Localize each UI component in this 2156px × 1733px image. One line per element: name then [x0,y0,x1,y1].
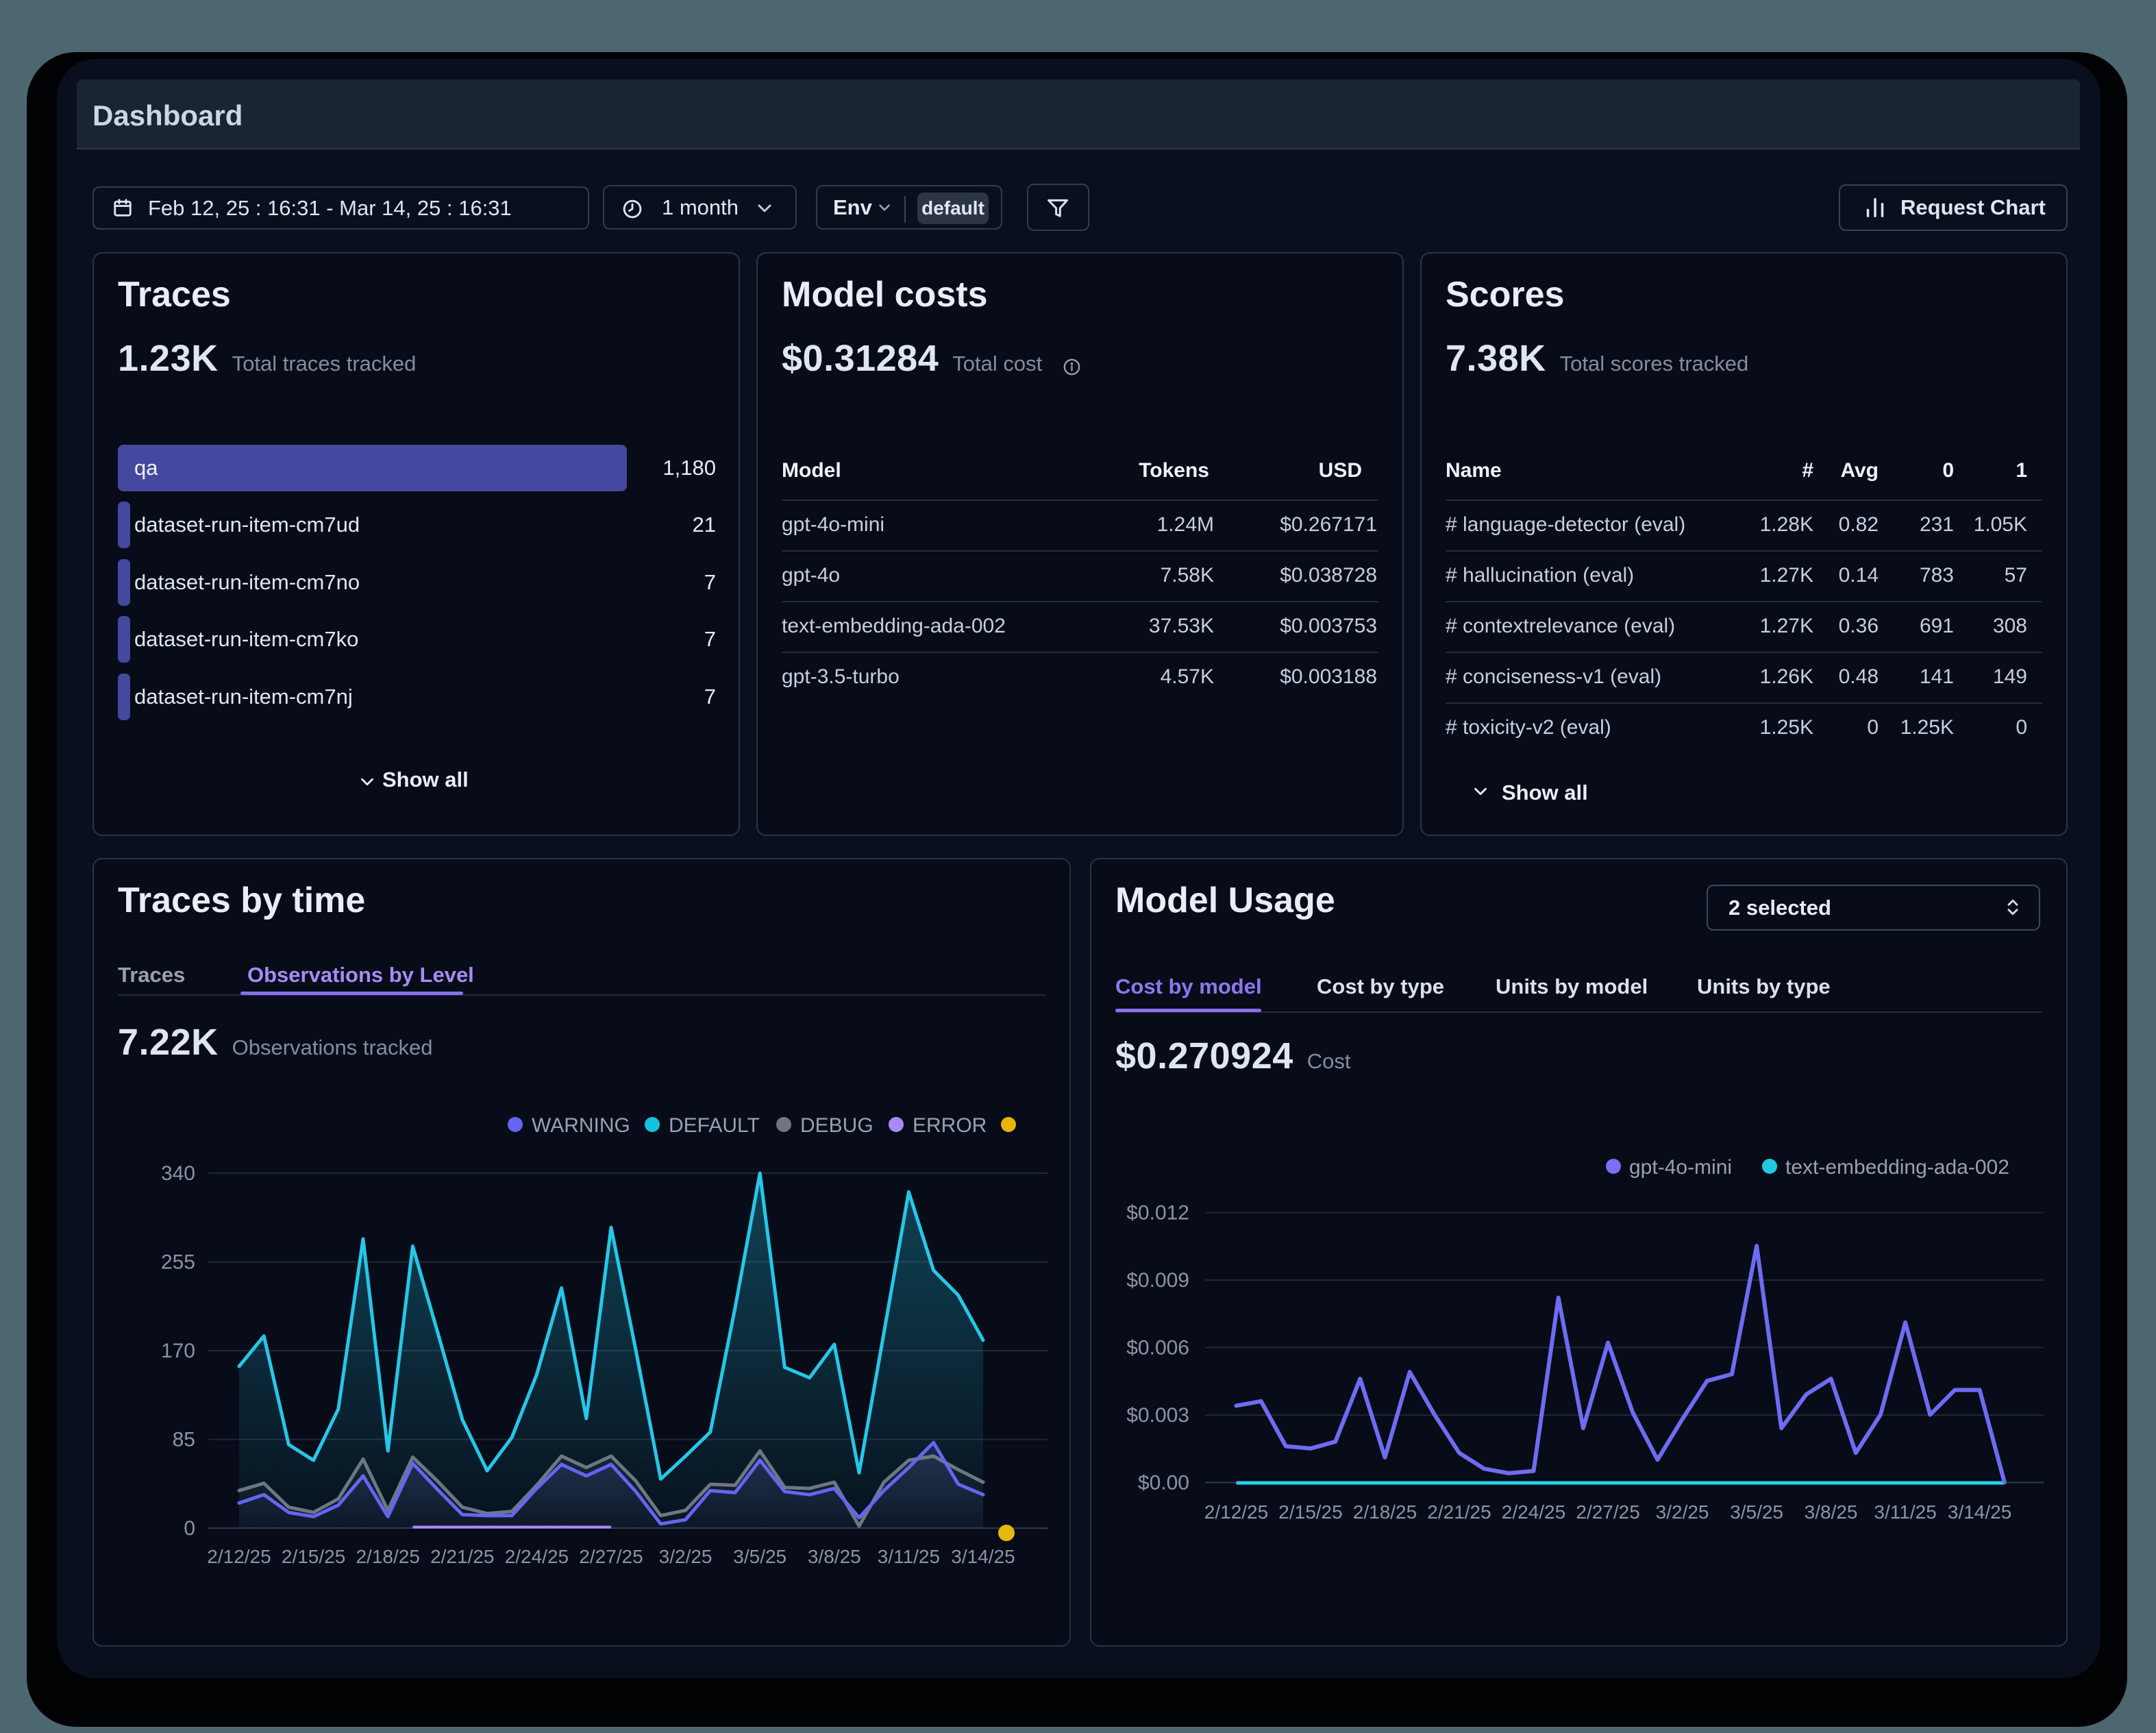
svg-text:2/27/25: 2/27/25 [1576,1501,1639,1523]
svg-text:2/27/25: 2/27/25 [579,1546,643,1567]
svg-text:WARNING: WARNING [532,1114,630,1137]
svg-text:3/2/25: 3/2/25 [659,1546,713,1567]
svg-text:170: 170 [161,1340,195,1362]
svg-text:3/5/25: 3/5/25 [733,1546,786,1567]
svg-text:2/12/25: 2/12/25 [207,1546,271,1567]
svg-text:3/8/25: 3/8/25 [1805,1501,1858,1523]
svg-text:gpt-4o-mini: gpt-4o-mini [1629,1156,1732,1179]
svg-text:3/11/25: 3/11/25 [1874,1501,1936,1523]
svg-text:2/15/25: 2/15/25 [1278,1501,1342,1523]
svg-text:DEFAULT: DEFAULT [669,1114,760,1137]
svg-text:$0.00: $0.00 [1138,1472,1189,1495]
svg-text:$0.009: $0.009 [1126,1269,1189,1292]
svg-text:2/24/25: 2/24/25 [505,1546,569,1567]
svg-text:255: 255 [161,1251,195,1274]
svg-text:0: 0 [184,1517,195,1540]
svg-text:text-embedding-ada-002: text-embedding-ada-002 [1785,1156,2009,1179]
svg-text:3/2/25: 3/2/25 [1656,1501,1709,1523]
svg-text:2/18/25: 2/18/25 [1353,1501,1417,1523]
svg-text:2/21/25: 2/21/25 [1427,1501,1491,1523]
svg-text:3/8/25: 3/8/25 [808,1546,861,1567]
svg-text:$0.012: $0.012 [1126,1202,1189,1225]
svg-text:2/18/25: 2/18/25 [356,1546,419,1567]
svg-text:3/14/25: 3/14/25 [951,1546,1015,1567]
svg-text:2/15/25: 2/15/25 [282,1546,345,1567]
svg-text:2/24/25: 2/24/25 [1502,1501,1565,1523]
svg-text:3/14/25: 3/14/25 [1948,1501,2011,1523]
svg-text:3/11/25: 3/11/25 [878,1546,940,1567]
svg-text:340: 340 [161,1162,195,1185]
svg-text:DEBUG: DEBUG [800,1114,873,1137]
svg-text:ERROR: ERROR [913,1114,987,1137]
svg-text:2/12/25: 2/12/25 [1204,1501,1268,1523]
svg-text:2/21/25: 2/21/25 [430,1546,494,1567]
svg-text:85: 85 [173,1429,195,1451]
svg-text:$0.003: $0.003 [1126,1404,1189,1427]
svg-text:3/5/25: 3/5/25 [1730,1501,1783,1523]
svg-text:$0.006: $0.006 [1126,1337,1189,1360]
